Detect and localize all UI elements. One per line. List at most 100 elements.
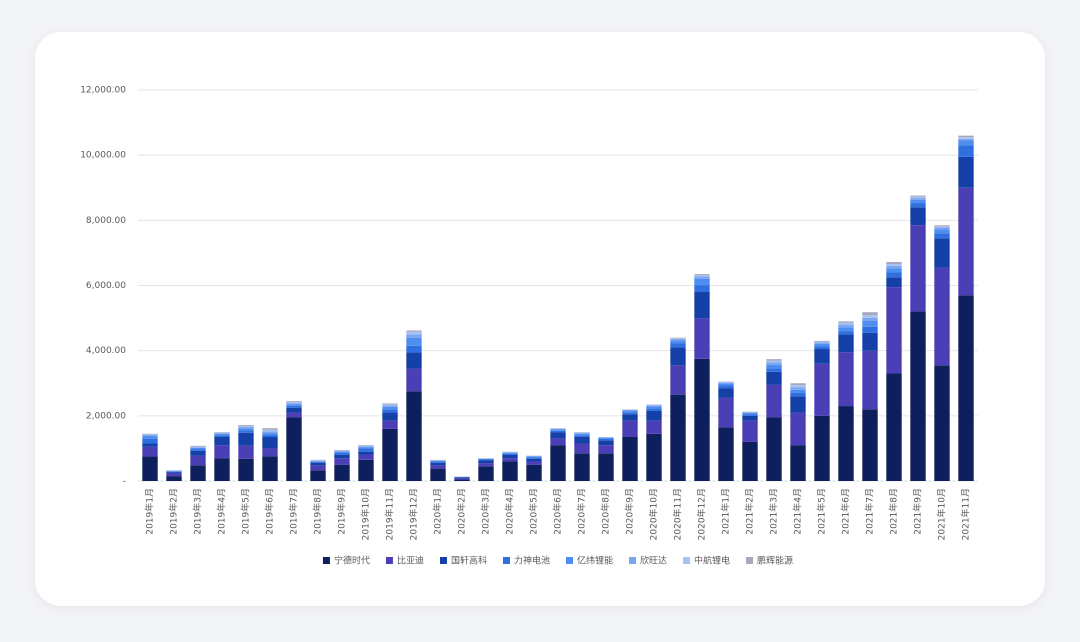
legend-swatch xyxy=(502,557,510,564)
bar-segment xyxy=(286,403,302,405)
bar-segment xyxy=(694,278,710,286)
bar-segment xyxy=(766,417,782,481)
x-tick-label: 2019年6月 xyxy=(264,488,276,535)
bar-segment xyxy=(382,409,398,413)
bar-segment xyxy=(526,457,542,459)
bar-segment xyxy=(358,447,374,449)
bar-segment xyxy=(358,446,374,448)
bar-segment xyxy=(886,277,902,288)
legend-swatch xyxy=(322,557,330,564)
bar-segment xyxy=(526,464,542,481)
bar-segment xyxy=(406,337,422,346)
bar-segment xyxy=(358,445,374,446)
bar-segment xyxy=(958,137,974,139)
bar-segment xyxy=(838,322,854,325)
bar-segment xyxy=(454,478,470,480)
bar-segment xyxy=(694,358,710,481)
bar-segment xyxy=(166,471,182,473)
bar-segment xyxy=(838,352,854,407)
bar-segment xyxy=(598,438,614,441)
bar-segment xyxy=(238,432,254,446)
bar-segment xyxy=(238,458,254,481)
bar-segment xyxy=(358,451,374,455)
bar-segment xyxy=(622,437,638,481)
bar-segment xyxy=(502,454,518,459)
bar-segment xyxy=(262,456,278,481)
bar-segment xyxy=(262,435,278,438)
bar-segment xyxy=(646,406,662,409)
bar-segment xyxy=(142,436,158,439)
bar-segment xyxy=(238,426,254,429)
bar-segment xyxy=(622,409,638,411)
bar-segment xyxy=(550,430,566,433)
bar-segment xyxy=(670,340,686,344)
x-tick-label: 2020年8月 xyxy=(600,488,612,535)
bar-segment xyxy=(886,265,902,269)
bar-segment xyxy=(166,476,182,481)
bar-segment xyxy=(814,341,830,343)
bar-segment xyxy=(190,447,206,450)
bar-segment xyxy=(190,465,206,481)
bar-segment xyxy=(646,408,662,411)
bar-segment xyxy=(142,435,158,437)
bar-segment xyxy=(382,420,398,429)
bar-segment xyxy=(214,433,230,436)
x-tick-label: 2021年5月 xyxy=(816,488,828,535)
bar-segment xyxy=(622,420,638,438)
legend-label: 力神电池 xyxy=(514,555,550,567)
bar-segment xyxy=(382,404,398,406)
legend-label: 比亚迪 xyxy=(397,555,424,567)
bar-segment xyxy=(646,410,662,421)
bar-segment xyxy=(406,391,422,481)
bar-segment xyxy=(142,446,158,457)
bar-segment xyxy=(838,321,854,323)
x-tick-label: 2021年2月 xyxy=(744,488,756,535)
bar-segment xyxy=(886,287,902,374)
bar-segment xyxy=(574,437,590,444)
bar-segment xyxy=(190,450,206,456)
bar-segment xyxy=(454,479,470,481)
bar-segment xyxy=(670,337,686,339)
bar-segment xyxy=(958,138,974,141)
bar-segment xyxy=(718,397,734,428)
bar-segment xyxy=(718,383,734,386)
bar-segment xyxy=(814,415,830,481)
x-tick-label: 2019年3月 xyxy=(192,488,204,535)
bar-segment xyxy=(646,420,662,434)
bar-segment xyxy=(814,346,830,350)
bar-segment xyxy=(310,461,326,462)
x-tick-label: 2021年11月 xyxy=(960,488,972,540)
x-tick-label: 2019年5月 xyxy=(240,488,252,535)
bar-segment xyxy=(910,207,926,226)
bar-segment xyxy=(262,431,278,434)
bar-segment xyxy=(646,404,662,406)
bar-segment xyxy=(214,435,230,438)
bar-segment xyxy=(766,368,782,372)
bar-segment xyxy=(694,276,710,279)
y-tick-label: 4,000.00 xyxy=(86,346,126,356)
bar-segment xyxy=(766,364,782,369)
bar-segment xyxy=(694,318,710,359)
bar-segment xyxy=(334,454,350,459)
x-tick-label: 2019年1月 xyxy=(144,488,156,535)
bar-segment xyxy=(766,362,782,365)
x-tick-label: 2020年2月 xyxy=(456,488,468,535)
bar-segment xyxy=(862,321,878,327)
bar-segment xyxy=(478,466,494,481)
bar-segment xyxy=(838,324,854,328)
bar-segment xyxy=(574,432,590,434)
x-tick-label: 2020年3月 xyxy=(480,488,492,535)
bar-segment xyxy=(862,350,878,410)
bar-segment xyxy=(406,330,422,332)
y-tick-label: 8,000.00 xyxy=(86,216,126,226)
bar-segment xyxy=(646,405,662,407)
bar-segment xyxy=(382,428,398,481)
bar-segment xyxy=(790,396,806,413)
bar-segment xyxy=(142,433,158,435)
legend-label: 中航锂电 xyxy=(694,555,730,567)
bar-segment xyxy=(550,428,566,430)
x-tick-label: 2020年6月 xyxy=(552,488,564,535)
x-tick-label: 2019年7月 xyxy=(288,488,300,535)
